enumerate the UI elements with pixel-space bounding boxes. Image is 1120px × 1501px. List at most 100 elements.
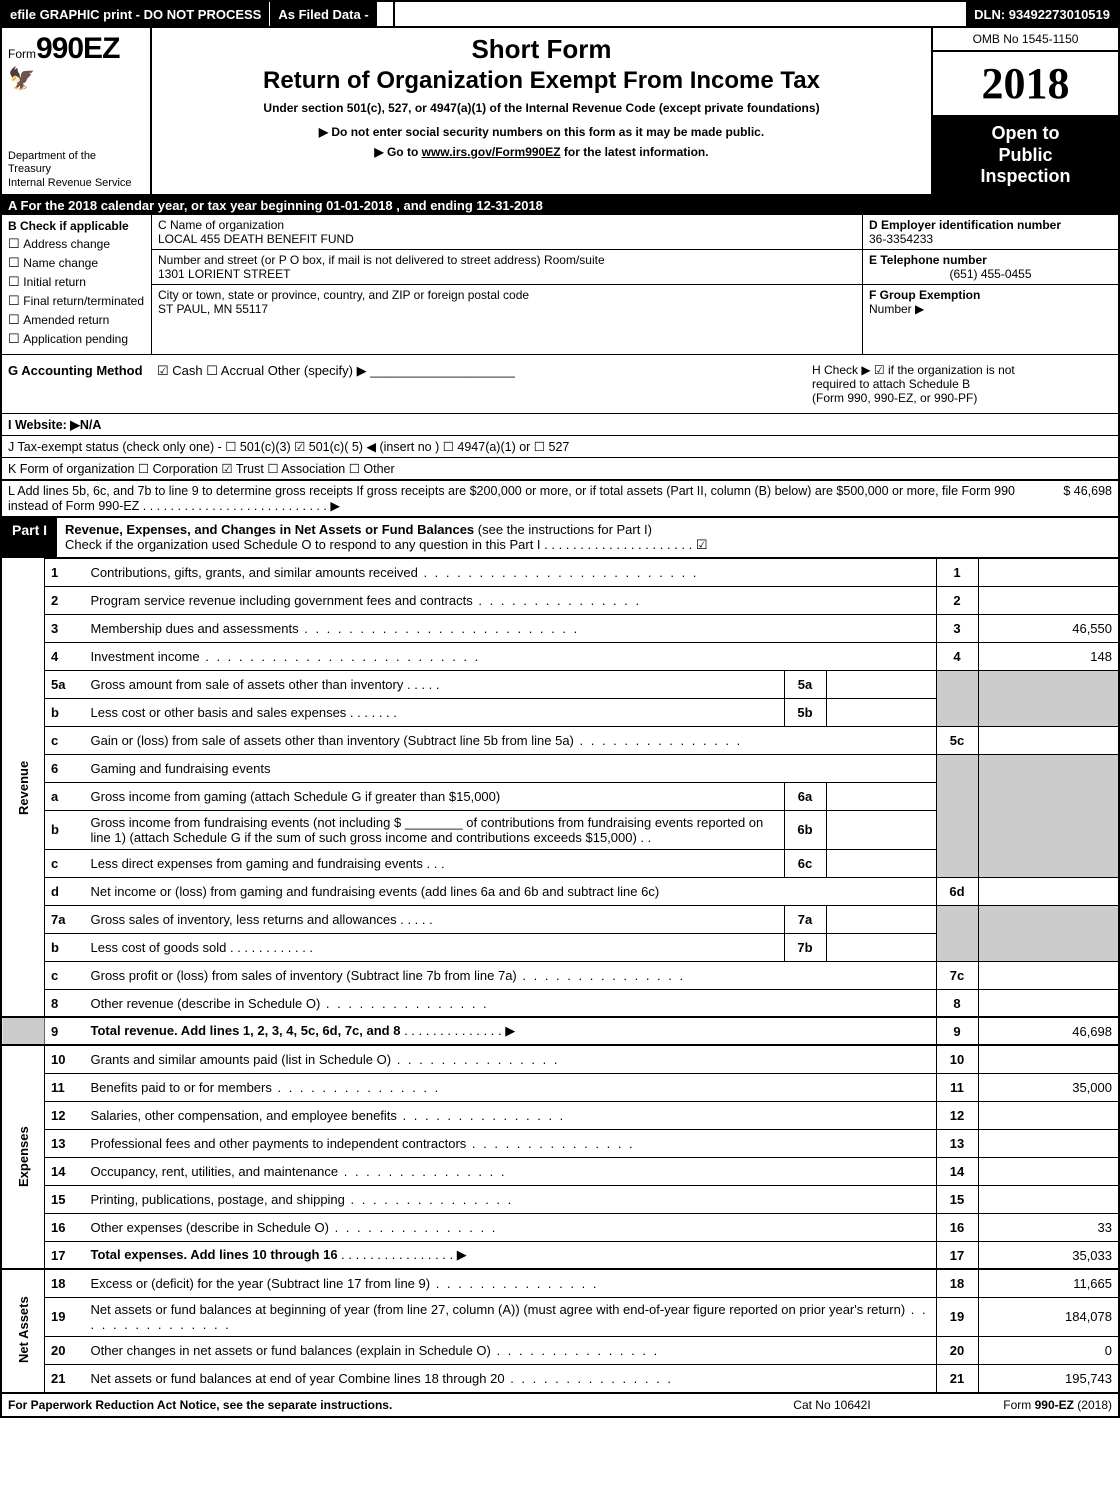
chk-application-pending[interactable]: Application pending: [8, 331, 145, 347]
rv-18: 11,665: [978, 1269, 1118, 1297]
rv-21: 195,743: [978, 1364, 1118, 1392]
rv-11: 35,000: [978, 1073, 1118, 1101]
row-2: 2 Program service revenue including gove…: [2, 586, 1118, 614]
n-6b: b: [45, 810, 85, 849]
d-20: Other changes in net assets or fund bala…: [85, 1336, 937, 1364]
c-city: City or town, state or province, country…: [152, 285, 862, 319]
rl-12: 12: [936, 1101, 978, 1129]
d-17-text: Total expenses. Add lines 10 through 16: [91, 1247, 338, 1262]
d-8: Other revenue (describe in Schedule O): [85, 989, 937, 1017]
row-8: 8 Other revenue (describe in Schedule O)…: [2, 989, 1118, 1017]
rl-20: 20: [936, 1336, 978, 1364]
row-14: 14 Occupancy, rent, utilities, and maint…: [2, 1157, 1118, 1185]
g-accounting-method: G Accounting Method ☑ Cash ☐ Accrual Oth…: [8, 363, 812, 405]
d-14: Occupancy, rent, utilities, and maintena…: [85, 1157, 937, 1185]
d-10: Grants and similar amounts paid (list in…: [85, 1045, 937, 1073]
chk-address-change[interactable]: Address change: [8, 236, 145, 252]
ml-7a: 7a: [784, 905, 826, 933]
rl-4: 4: [936, 642, 978, 670]
rv-10: [978, 1045, 1118, 1073]
d-9: Total revenue. Add lines 1, 2, 3, 4, 5c,…: [85, 1017, 937, 1045]
n-4: 4: [45, 642, 85, 670]
k-form-of-organization: K Form of organization ☐ Corporation ☑ T…: [2, 458, 1118, 481]
d-19: Net assets or fund balances at beginning…: [85, 1297, 937, 1336]
ml-7b: 7b: [784, 933, 826, 961]
rl-11: 11: [936, 1073, 978, 1101]
row-13: 13 Professional fees and other payments …: [2, 1129, 1118, 1157]
n-7a: 7a: [45, 905, 85, 933]
rl-21: 21: [936, 1364, 978, 1392]
n-15: 15: [45, 1185, 85, 1213]
header-middle: Short Form Return of Organization Exempt…: [152, 28, 933, 194]
d-7b: Less cost of goods sold . . . . . . . . …: [85, 933, 785, 961]
d-12: Salaries, other compensation, and employ…: [85, 1101, 937, 1129]
e-telephone: E Telephone number (651) 455-0455: [863, 250, 1118, 285]
chk-final-return[interactable]: Final return/terminated: [8, 293, 145, 309]
c-street-label: Number and street (or P O box, if mail i…: [158, 253, 605, 267]
rl-7c: 7c: [936, 961, 978, 989]
open-public-inspection: Open to Public Inspection: [933, 117, 1118, 194]
d-16: Other expenses (describe in Schedule O): [85, 1213, 937, 1241]
rv-7c: [978, 961, 1118, 989]
section-def: D Employer identification number 36-3354…: [863, 215, 1118, 354]
d-21: Net assets or fund balances at end of ye…: [85, 1364, 937, 1392]
chk-amended-return[interactable]: Amended return: [8, 312, 145, 328]
form-number: Form990EZ: [8, 32, 144, 66]
rl-19: 19: [936, 1297, 978, 1336]
row-10: Expenses 10 Grants and similar amounts p…: [2, 1045, 1118, 1073]
n-5a: 5a: [45, 670, 85, 698]
d-6c: Less direct expenses from gaming and fun…: [85, 849, 785, 877]
c-name: C Name of organization LOCAL 455 DEATH B…: [152, 215, 862, 250]
section-c-org-info: C Name of organization LOCAL 455 DEATH B…: [152, 215, 863, 354]
mv-6c: [826, 849, 936, 877]
irs-link[interactable]: www.irs.gov/Form990EZ: [422, 145, 561, 159]
e-tel-value: (651) 455-0455: [869, 267, 1112, 281]
row-5a: 5a Gross amount from sale of assets othe…: [2, 670, 1118, 698]
irs-eagle-icon: 🦅: [8, 66, 144, 92]
rv-6-grey: [978, 754, 1118, 877]
d-ein: D Employer identification number 36-3354…: [863, 215, 1118, 250]
c-street-value: 1301 LORIENT STREET: [158, 267, 291, 281]
chk-name-change[interactable]: Name change: [8, 255, 145, 271]
department-block: Department of the Treasury Internal Reve…: [8, 150, 144, 190]
c-name-label: C Name of organization: [158, 218, 284, 232]
form-prefix: Form: [8, 47, 36, 61]
d-5b: Less cost or other basis and sales expen…: [85, 698, 785, 726]
d-3: Membership dues and assessments: [85, 614, 937, 642]
rv-5c: [978, 726, 1118, 754]
n-13: 13: [45, 1129, 85, 1157]
mv-7b: [826, 933, 936, 961]
d-7a: Gross sales of inventory, less returns a…: [85, 905, 785, 933]
mv-6b: [826, 810, 936, 849]
ml-5b: 5b: [784, 698, 826, 726]
d-6b: Gross income from fundraising events (no…: [85, 810, 785, 849]
mv-5a: [826, 670, 936, 698]
h-schedule-b: H Check ▶ ☑ if the organization is not r…: [812, 363, 1112, 405]
top-strip: efile GRAPHIC print - DO NOT PROCESS As …: [2, 2, 1118, 28]
n-12: 12: [45, 1101, 85, 1129]
dept-line1: Department of the: [8, 150, 144, 163]
part-i-tag: Part I: [2, 518, 57, 557]
rv-9: 46,698: [978, 1017, 1118, 1045]
rv-1: [978, 558, 1118, 586]
d-6: Gaming and fundraising events: [85, 754, 937, 782]
row-3: 3 Membership dues and assessments 3 46,5…: [2, 614, 1118, 642]
rv-20: 0: [978, 1336, 1118, 1364]
rv-2: [978, 586, 1118, 614]
short-form-title: Short Form: [162, 34, 921, 65]
part-i-title: Revenue, Expenses, and Changes in Net As…: [57, 518, 1118, 557]
rl-2: 2: [936, 586, 978, 614]
rl-10: 10: [936, 1045, 978, 1073]
part-i-header: Part I Revenue, Expenses, and Changes in…: [2, 516, 1118, 558]
d-6d: Net income or (loss) from gaming and fun…: [85, 877, 937, 905]
section-b-checkboxes: B Check if applicable Address change Nam…: [2, 215, 152, 354]
row-16: 16 Other expenses (describe in Schedule …: [2, 1213, 1118, 1241]
rv-8: [978, 989, 1118, 1017]
rl-5c: 5c: [936, 726, 978, 754]
section-gh: G Accounting Method ☑ Cash ☐ Accrual Oth…: [2, 355, 1118, 414]
chk-initial-return[interactable]: Initial return: [8, 274, 145, 290]
l-amount: $ 46,698: [1022, 484, 1112, 513]
form-header: Form990EZ 🦅 Department of the Treasury I…: [2, 28, 1118, 196]
section-a-calendar-year: A For the 2018 calendar year, or tax yea…: [2, 196, 1118, 215]
d-17: Total expenses. Add lines 10 through 16 …: [85, 1241, 937, 1269]
